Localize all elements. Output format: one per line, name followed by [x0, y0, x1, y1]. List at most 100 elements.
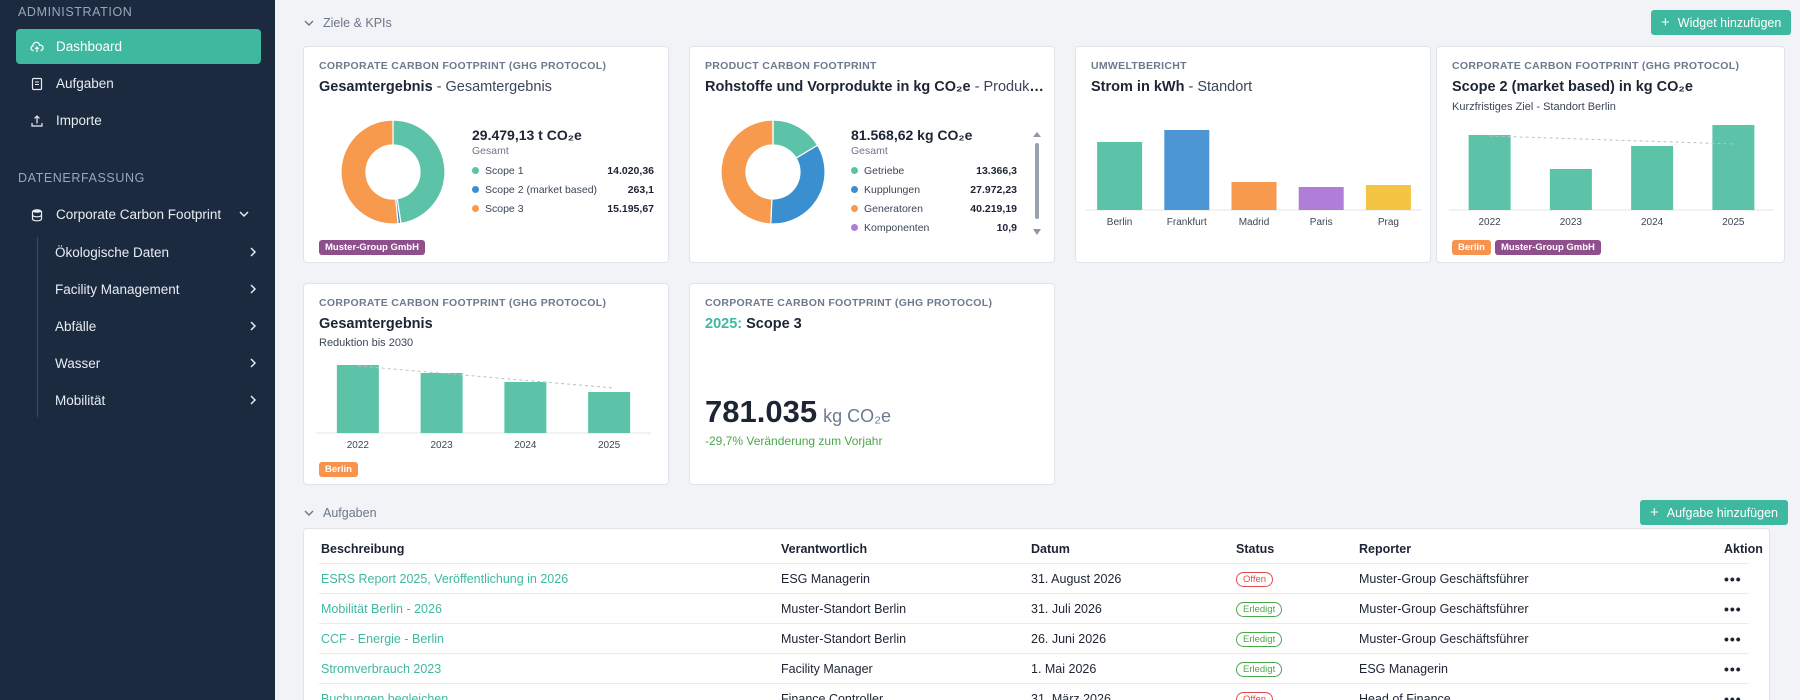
sidebar-item-label: Importe	[56, 113, 102, 128]
sidebar-item-importe[interactable]: Importe	[16, 103, 261, 138]
add-widget-button[interactable]: + Widget hinzufügen	[1651, 10, 1792, 35]
data-section-label: DATENERFASSUNG	[18, 171, 145, 185]
legend-scrollbar[interactable]	[1031, 131, 1043, 237]
task-owner: Muster-Standort Berlin	[781, 602, 907, 616]
row-actions-button[interactable]: •••	[1724, 571, 1742, 587]
sidebar-group-ccf[interactable]: Corporate Carbon Footprint	[16, 197, 261, 232]
widget-scope2-ziel[interactable]: CORPORATE CARBON FOOTPRINT (GHG PROTOCOL…	[1436, 46, 1785, 263]
x-tick-label: 2023	[431, 440, 454, 451]
task-link[interactable]: ESRS Report 2025, Veröffentlichung in 20…	[321, 572, 569, 586]
table-row[interactable]: Mobilität Berlin - 2026 Muster-Standort …	[319, 594, 1749, 624]
widget-scope3-2025[interactable]: CORPORATE CARBON FOOTPRINT (GHG PROTOCOL…	[689, 283, 1055, 485]
donut-slice	[720, 119, 774, 225]
task-reporter: Head of Finance	[1359, 692, 1451, 700]
card-kicker: CORPORATE CARBON FOOTPRINT (GHG PROTOCOL…	[319, 60, 607, 72]
task-link[interactable]: CCF - Energie - Berlin	[321, 632, 444, 646]
task-link[interactable]: Mobilität Berlin - 2026	[321, 602, 442, 616]
column-header: Aktion	[1724, 542, 1763, 556]
bar	[1549, 169, 1592, 210]
sidebar-sub-item-label: Facility Management	[55, 281, 180, 297]
bar	[1097, 142, 1143, 210]
bar	[588, 392, 631, 433]
table-row[interactable]: ESRS Report 2025, Veröffentlichung in 20…	[319, 564, 1749, 594]
row-actions-button[interactable]: •••	[1724, 601, 1742, 617]
chevron-right-icon	[246, 356, 260, 370]
widget-pcf-rohstoffe[interactable]: PRODUCT CARBON FOOTPRINT Rohstoffe und V…	[689, 46, 1055, 263]
x-tick-label: Berlin	[1107, 217, 1133, 228]
card-kicker: CORPORATE CARBON FOOTPRINT (GHG PROTOCOL…	[319, 297, 607, 309]
chevron-right-icon	[246, 393, 260, 407]
legend-row: Scope 1 14.020,36	[472, 161, 654, 180]
table-row[interactable]: Buchungen begleichen Finance Controller …	[319, 684, 1749, 700]
table-row[interactable]: CCF - Energie - Berlin Muster-Standort B…	[319, 624, 1749, 654]
card-tags: Muster-Group GmbH	[319, 237, 429, 255]
card-kicker: CORPORATE CARBON FOOTPRINT (GHG PROTOCOL…	[1452, 60, 1740, 72]
tasks-section-toggle[interactable]: Aufgaben	[303, 506, 377, 520]
add-task-button[interactable]: + Aufgabe hinzufügen	[1640, 500, 1788, 525]
chevron-down-icon	[237, 207, 251, 221]
sidebar-sub-item-label: Wasser	[55, 355, 101, 371]
x-tick-label: 2023	[1560, 217, 1583, 228]
card-subtitle: Reduktion bis 2030	[319, 337, 414, 349]
widget-ccf-gesamtergebnis[interactable]: CORPORATE CARBON FOOTPRINT (GHG PROTOCOL…	[303, 46, 669, 263]
task-date: 31. Juli 2026	[1031, 602, 1102, 616]
bar-chart: 2022 2023 2024 2025	[316, 365, 651, 451]
table-row[interactable]: Stromverbrauch 2023 Facility Manager 1. …	[319, 654, 1749, 684]
column-header[interactable]: Datum	[1031, 542, 1070, 556]
legend-row: Getriebe 13.366,3	[851, 161, 1017, 180]
widget-strom-standort[interactable]: UMWELTBERICHT Strom in kWh - Standort Be…	[1075, 46, 1431, 263]
sidebar-sub-item[interactable]: Wasser	[55, 348, 260, 378]
task-date: 1. Mai 2026	[1031, 662, 1097, 676]
donut-chart	[340, 119, 446, 225]
admin-section-label: ADMINISTRATION	[18, 5, 133, 19]
tasks-table: Beschreibung Verantwortlich Datum Status…	[303, 528, 1770, 700]
bar-chart: 2022 2023 2024 2025	[1449, 125, 1774, 228]
donut-slice	[392, 119, 446, 225]
sidebar-sub-item[interactable]: Mobilität	[55, 385, 260, 415]
card-title: Gesamtergebnis - Gesamtergebnis	[319, 79, 552, 95]
donut-total-value: 29.479,13 t CO₂e	[472, 127, 582, 143]
task-owner: Finance Controller	[781, 692, 884, 700]
sidebar-item-aufgaben[interactable]: Aufgaben	[16, 66, 261, 101]
row-actions-button[interactable]: •••	[1724, 691, 1742, 700]
column-header[interactable]: Verantwortlich	[781, 542, 868, 556]
task-link[interactable]: Buchungen begleichen	[321, 692, 449, 700]
column-header[interactable]: Beschreibung	[321, 542, 405, 556]
trend-line	[357, 365, 615, 389]
sidebar-item-dashboard[interactable]: Dashboard	[16, 29, 261, 64]
cloud-upload-icon	[30, 40, 44, 54]
sidebar-sub-item[interactable]: Facility Management	[55, 274, 260, 304]
x-tick-label: 2022	[1479, 217, 1502, 228]
x-tick-label: Prag	[1378, 217, 1399, 228]
kpi-section-toggle[interactable]: Ziele & KPIs	[303, 16, 392, 30]
sidebar-sub-item[interactable]: Ökologische Daten	[55, 237, 260, 267]
task-link[interactable]: Stromverbrauch 2023	[321, 662, 442, 676]
add-task-label: Aufgabe hinzufügen	[1666, 505, 1778, 520]
legend-dot	[472, 186, 479, 193]
chevron-down-icon	[303, 17, 315, 29]
legend-row: Komponenten 10,9	[851, 218, 1017, 237]
legend-dot	[851, 224, 858, 231]
row-actions-button[interactable]: •••	[1724, 631, 1742, 647]
legend-row: Kupplungen 27.972,23	[851, 180, 1017, 199]
bar	[1164, 130, 1210, 210]
x-tick-label: 2025	[1722, 217, 1745, 228]
x-tick-label: 2024	[1641, 217, 1664, 228]
bar	[1298, 187, 1344, 210]
donut-total-label: Gesamt	[851, 145, 888, 157]
x-tick-label: 2024	[514, 440, 537, 451]
task-date: 31. August 2026	[1031, 572, 1122, 586]
sidebar: ADMINISTRATION Dashboard Aufgaben Import…	[0, 0, 275, 700]
sidebar-sub-item[interactable]: Abfälle	[55, 311, 260, 341]
column-header[interactable]: Reporter	[1359, 542, 1412, 556]
chevron-right-icon	[246, 319, 260, 333]
widget-reduktion-2030[interactable]: CORPORATE CARBON FOOTPRINT (GHG PROTOCOL…	[303, 283, 669, 485]
row-actions-button[interactable]: •••	[1724, 661, 1742, 677]
task-date: 26. Juni 2026	[1031, 632, 1107, 646]
task-reporter: ESG Managerin	[1359, 662, 1448, 676]
card-title: Rohstoffe und Vorprodukte in kg CO₂e - P…	[705, 79, 1045, 95]
task-reporter: Muster-Group Geschäftsführer	[1359, 602, 1529, 616]
upload-icon	[30, 114, 44, 128]
column-header[interactable]: Status	[1236, 542, 1275, 556]
status-badge: Offen	[1236, 691, 1274, 700]
